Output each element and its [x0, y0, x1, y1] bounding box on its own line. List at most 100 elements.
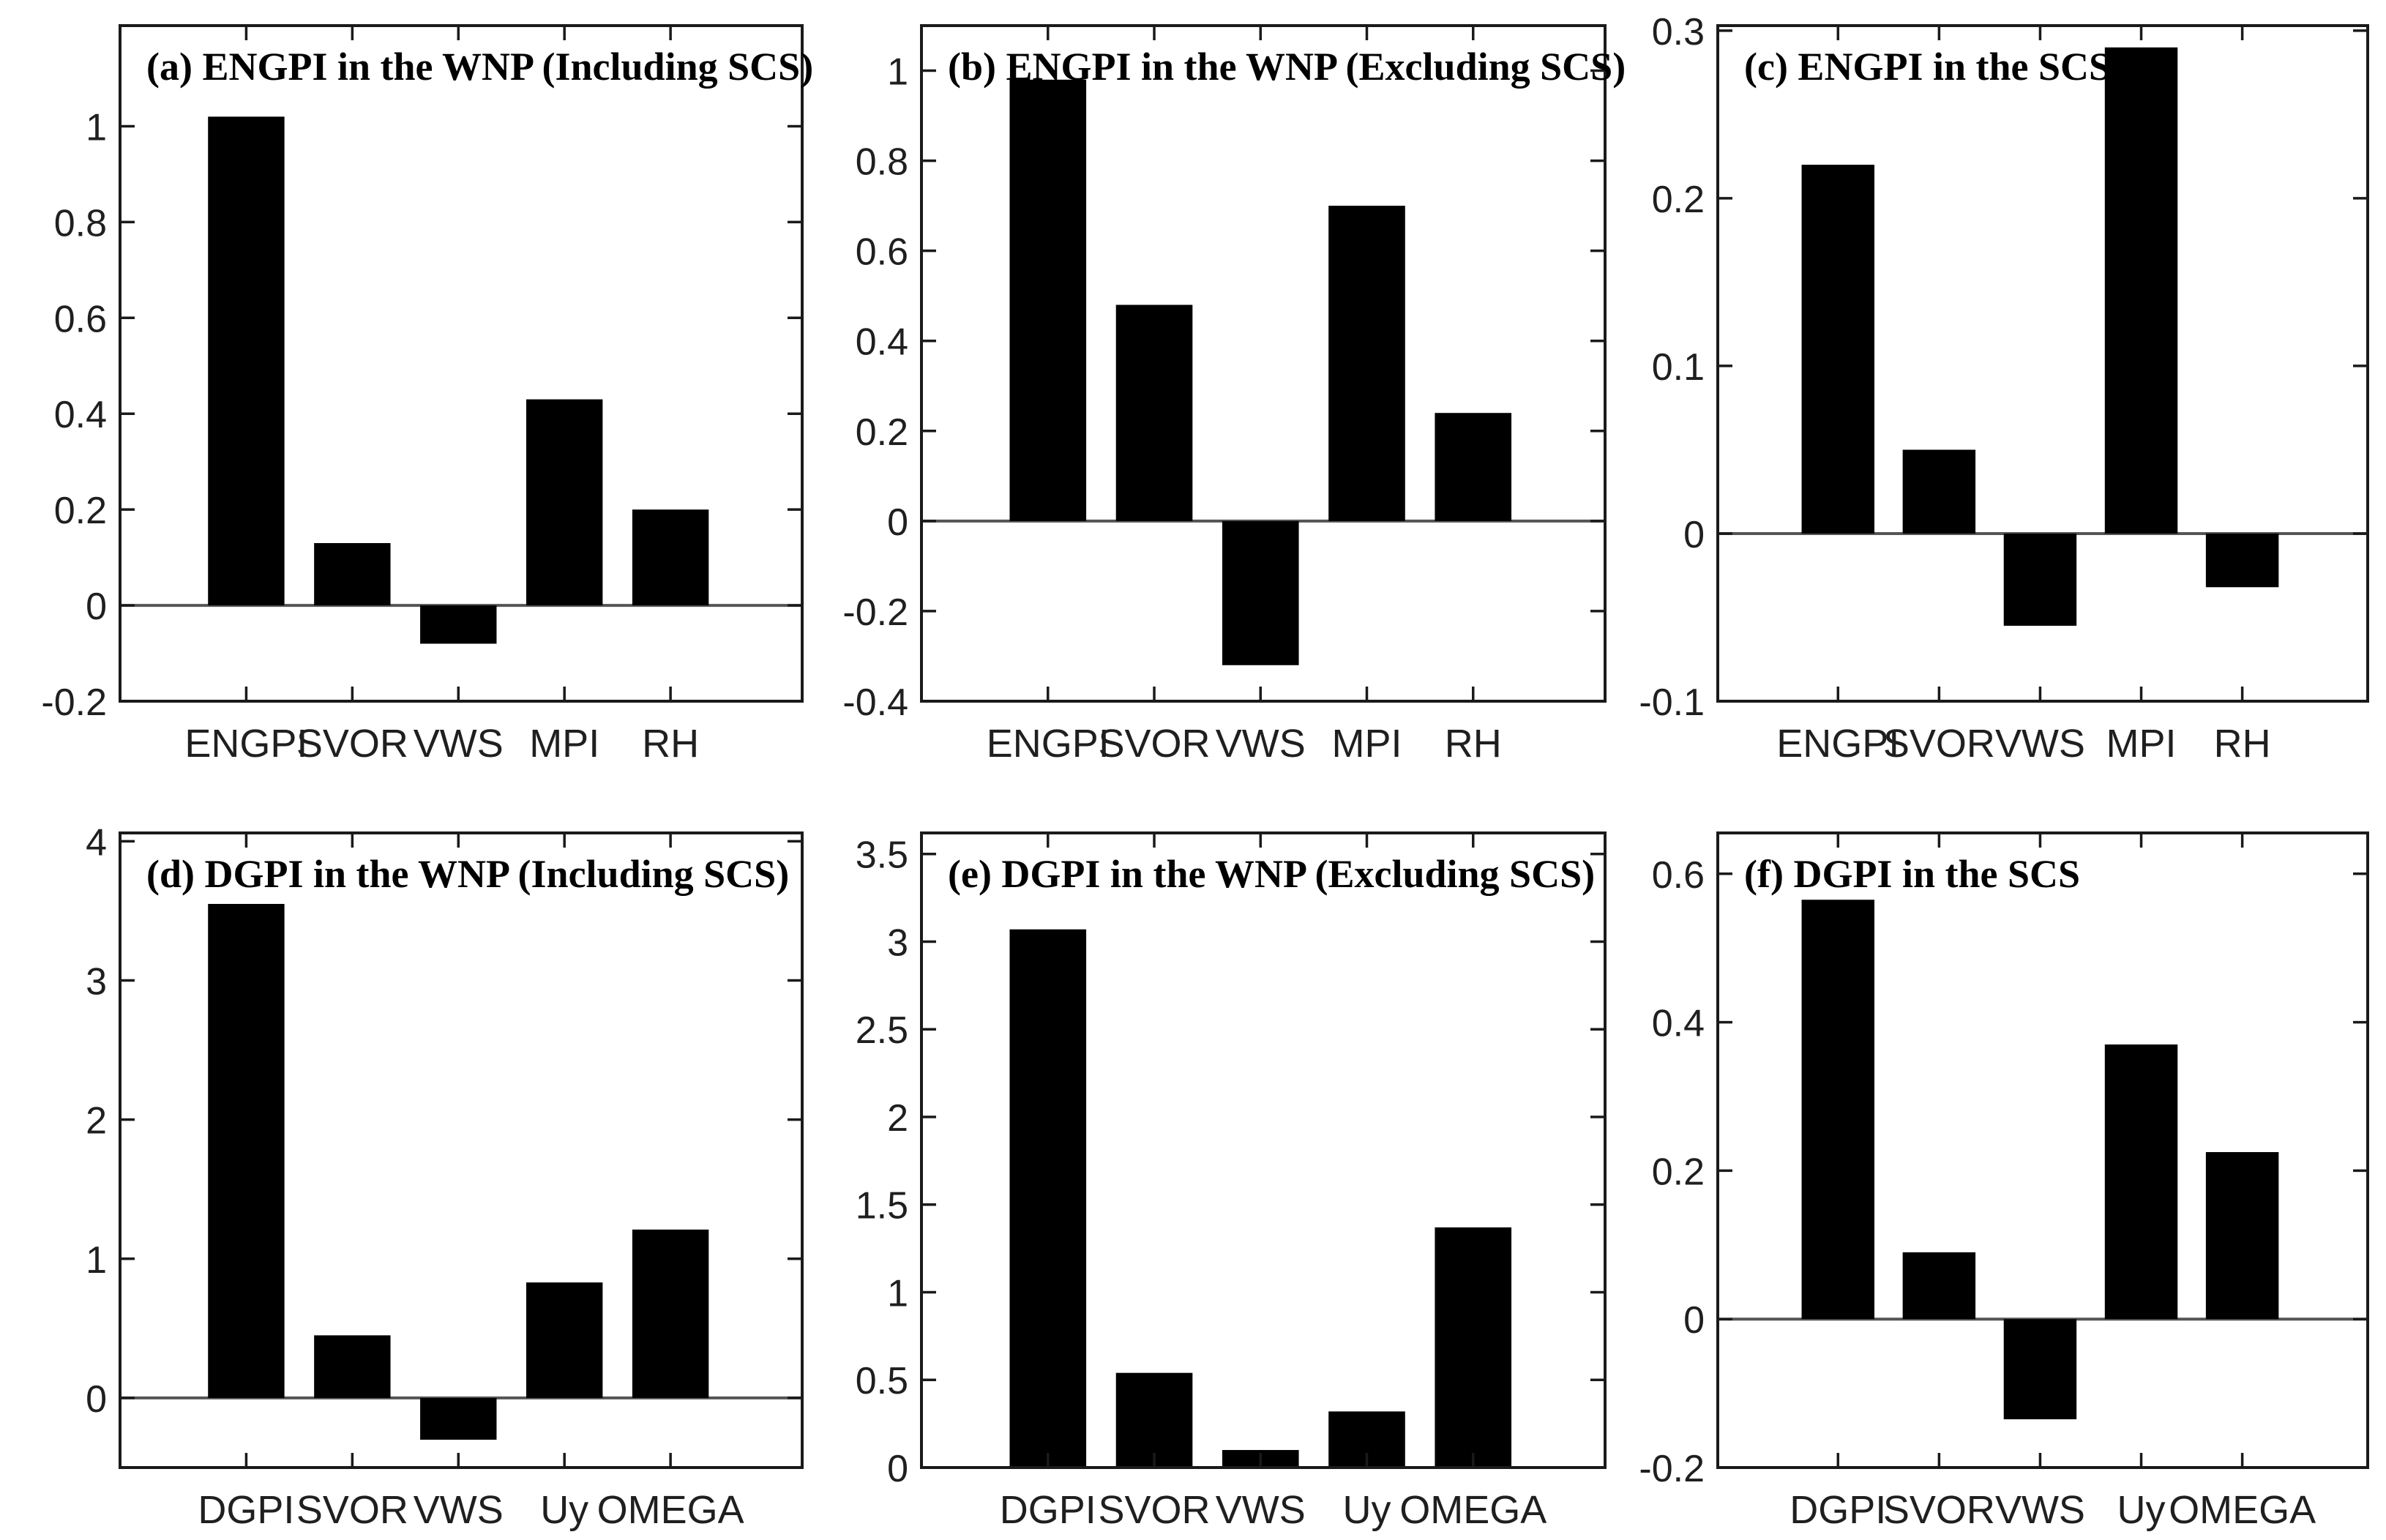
x-tick-label: SVOR	[1099, 722, 1211, 766]
bar-svor	[314, 1335, 391, 1398]
panel-title: (d) DGPI in the WNP (Including SCS)	[146, 852, 789, 896]
y-tick-label: -0.2	[41, 681, 107, 724]
x-tick-label: VWS	[1995, 1488, 2085, 1532]
x-tick-label: VWS	[1216, 1488, 1306, 1532]
x-tick-label: SVOR	[1099, 1488, 1211, 1532]
bar-omega	[1435, 1227, 1512, 1468]
y-tick-label: 1	[86, 1239, 107, 1282]
axis-box	[119, 831, 804, 1469]
y-tick-label: 2.5	[856, 1009, 908, 1052]
x-tick-label: RH	[642, 722, 699, 766]
bar-engpi	[1801, 165, 1875, 534]
axis-box	[1716, 24, 2369, 703]
y-tick-label: 0.6	[856, 231, 908, 274]
y-tick-label: 2	[86, 1100, 107, 1143]
axis-box	[1716, 831, 2369, 1469]
panel-title: (f) DGPI in the SCS	[1744, 852, 2080, 896]
panel-e: 0 0.5 1 1.5 2 2.5 3 3.5 DGPI SVOR VWS Uy OMEGA (e) DG…	[856, 831, 1607, 1532]
x-tick-label: DGPI	[1000, 1488, 1096, 1532]
x-tick-label: SVOR	[1883, 722, 1995, 766]
bar-vws	[2003, 533, 2077, 626]
axis-box	[920, 24, 1607, 703]
panel-title: (c) ENGPI in the SCS	[1744, 45, 2111, 89]
x-tick-label: VWS	[1216, 722, 1306, 766]
y-tick-label: 0.8	[54, 202, 107, 244]
y-tick-label: 0.4	[856, 321, 908, 364]
bar-svor	[1902, 1252, 1976, 1320]
y-tick-label: 0	[887, 1448, 908, 1490]
y-tick-label: 3	[86, 961, 107, 1003]
bar-dgpi	[1009, 929, 1087, 1468]
y-tick-label: 1.5	[856, 1185, 908, 1227]
x-tick-label: VWS	[414, 722, 504, 766]
x-tick-label: MPI	[2106, 722, 2177, 766]
y-tick-label: 0.3	[1652, 11, 1705, 53]
panel-title: (e) DGPI in the WNP (Excluding SCS)	[948, 852, 1595, 896]
x-tick-label: Uy	[2117, 1488, 2166, 1532]
x-tick-label: DGPI	[198, 1488, 294, 1532]
y-tick-label: 0	[1683, 1299, 1705, 1342]
y-tick-label: -0.1	[1639, 681, 1705, 724]
bar-mpi	[526, 399, 603, 606]
bar-dgpi	[1801, 900, 1875, 1320]
bar-vws	[420, 1397, 497, 1440]
bar-svor	[1115, 304, 1193, 521]
panel-title: (b) ENGPI in the WNP (Excluding SCS)	[948, 45, 1626, 89]
y-tick-label: -0.2	[842, 591, 908, 634]
x-tick-label: SVOR	[1883, 1488, 1995, 1532]
bar-uy	[2104, 1044, 2178, 1320]
y-tick-label: 3.5	[856, 834, 908, 877]
bar-svor	[314, 542, 391, 606]
y-tick-label: 0.8	[856, 141, 908, 184]
y-tick-label: 0	[1683, 514, 1705, 556]
y-tick-label: 2	[887, 1097, 908, 1140]
bar-vws	[420, 605, 497, 644]
bar-vws	[2003, 1319, 2077, 1420]
axis-box	[119, 24, 804, 703]
bar-svor	[1115, 1372, 1193, 1468]
bar-vws	[1222, 520, 1299, 665]
x-tick-label: ENGPI	[987, 722, 1110, 766]
x-tick-label: VWS	[1995, 722, 2085, 766]
bar-rh	[632, 509, 709, 606]
y-tick-label: 0.6	[1652, 854, 1705, 897]
y-tick-label: 0	[887, 501, 908, 544]
bar-engpi	[208, 116, 285, 606]
bar-omega	[2205, 1152, 2279, 1320]
y-tick-label: 0.6	[54, 298, 107, 340]
panel-title: (a) ENGPI in the WNP (Including SCS)	[146, 45, 813, 89]
bar-engpi	[1009, 79, 1087, 521]
y-tick-label: 0.2	[1652, 1151, 1705, 1193]
x-tick-label: Uy	[540, 1488, 588, 1532]
y-tick-label: 0.2	[54, 490, 107, 532]
x-tick-label: VWS	[414, 1488, 504, 1532]
x-tick-label: RH	[2214, 722, 2271, 766]
bar-svor	[1902, 449, 1976, 534]
x-tick-label: SVOR	[296, 1488, 408, 1532]
y-tick-label: 0.2	[856, 411, 908, 454]
y-tick-label: 0	[86, 1378, 107, 1421]
y-tick-label: -0.4	[842, 681, 908, 724]
y-tick-label: 1	[86, 106, 107, 149]
bar-uy	[526, 1282, 603, 1398]
x-tick-label: RH	[1445, 722, 1502, 766]
x-tick-label: DGPI	[1790, 1488, 1886, 1532]
axis-box	[920, 831, 1607, 1469]
y-tick-label: 0.5	[856, 1360, 908, 1402]
x-tick-label: MPI	[1331, 722, 1402, 766]
x-tick-label: Uy	[1343, 1488, 1391, 1532]
panel-d: 0 1 2 3 4 DGPI SVOR VWS Uy OMEGA (d) DGPI in the W…	[86, 821, 804, 1532]
bar-rh	[2205, 533, 2279, 588]
bar-omega	[632, 1229, 709, 1398]
y-tick-label: 0.2	[1652, 179, 1705, 221]
x-tick-label: OMEGA	[1399, 1488, 1547, 1532]
y-tick-label: 4	[86, 821, 107, 864]
bar-mpi	[2104, 47, 2178, 534]
y-tick-label: 3	[887, 922, 908, 964]
x-tick-label: ENGPI	[1776, 722, 1899, 766]
